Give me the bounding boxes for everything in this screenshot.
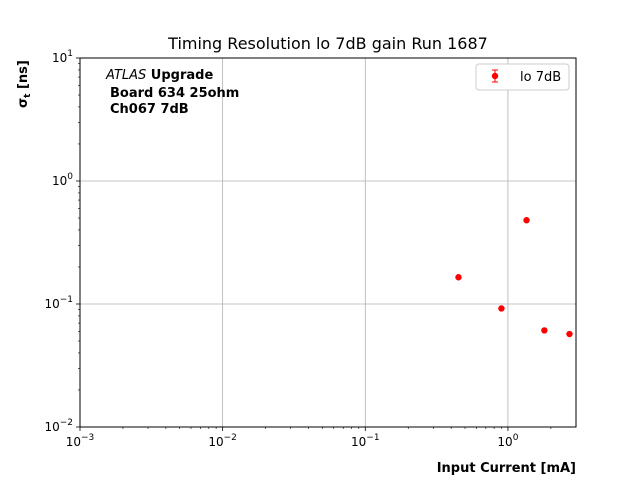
plot-frame [79,57,577,428]
data-point [455,274,462,281]
grid-lines [80,58,576,427]
data-point [498,305,505,312]
upgrade-label: Upgrade [146,68,213,83]
legend-marker [491,72,499,80]
x-tick-label: 10−1 [351,433,380,449]
data-point [566,330,573,338]
major-tick-marks [76,57,509,431]
x-axis-label: Input Current [mA] [437,461,576,476]
x-tick-label: 10−2 [208,433,237,449]
channel-label: Ch067 7dB [110,102,189,117]
atlas-label: ATLAS [105,68,146,83]
legend: lo 7dB [475,63,570,91]
x-tick-label: 10−3 [66,433,95,449]
y-tick-label: 101 [52,49,73,65]
minor-tick-marks [78,63,552,429]
y-tick-label: 10−2 [44,418,73,434]
data-point [541,327,548,334]
y-axis-label: σt [ns] [16,60,33,108]
chart-title: Timing Resolution lo 7dB gain Run 1687 [167,34,488,53]
legend-box [475,63,570,91]
y-tick-label: 10−1 [44,295,73,311]
board-label: Board 634 25ohm [110,86,239,101]
experiment-annotation: ATLAS Upgrade Board 634 25ohm Ch067 7dB [105,68,239,117]
legend-label-lo-7db: lo 7dB [520,70,561,85]
svg-text:ATLAS Upgrade: ATLAS Upgrade [105,68,213,83]
y-tick-label: 100 [52,172,73,188]
data-point [523,217,530,224]
x-tick-label: 100 [497,433,518,449]
data-points [455,217,573,338]
